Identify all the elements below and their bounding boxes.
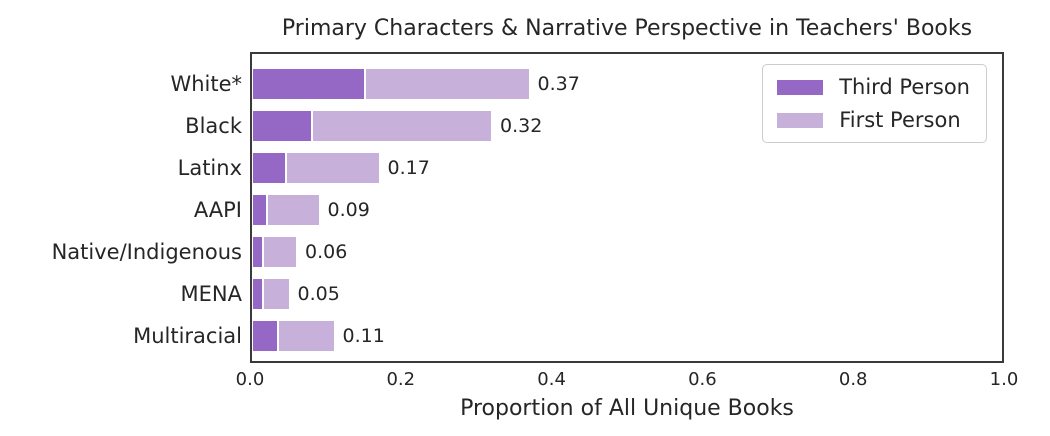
- x-axis-tick-label: 0.0: [235, 369, 265, 390]
- legend-item: Third Person: [777, 75, 970, 99]
- bar-value-label: 0.17: [387, 157, 430, 179]
- y-axis-label: Multiracial: [133, 324, 242, 348]
- first-person-segment: [285, 152, 380, 184]
- y-axis-label: White*: [170, 72, 242, 96]
- third-person-segment: [252, 194, 267, 226]
- y-axis-label: Latinx: [177, 156, 242, 180]
- stacked-bar-row: Latinx 0.17: [178, 147, 1002, 189]
- x-axis-title: Proportion of All Unique Books: [460, 396, 794, 421]
- x-axis-tick-label: 1.0: [989, 369, 1019, 390]
- stacked-bar-row: Native/Indigenous 0.06: [52, 231, 1002, 273]
- legend-swatch-third-person: [777, 79, 824, 95]
- stacked-bar-row: AAPI 0.09: [194, 189, 1002, 231]
- bar-value-label: 0.32: [500, 115, 543, 137]
- stacked-bar-row: MENA 0.05: [181, 273, 1002, 315]
- first-person-segment: [263, 278, 290, 310]
- bar-value-label: 0.05: [297, 283, 340, 305]
- first-person-segment: [312, 110, 492, 142]
- third-person-segment: [252, 236, 264, 268]
- legend: Third Person First Person: [762, 64, 987, 143]
- third-person-segment: [252, 68, 365, 100]
- legend-item: First Person: [777, 108, 970, 132]
- legend-swatch-first-person: [777, 112, 824, 128]
- bar-value-label: 0.11: [342, 325, 385, 347]
- x-axis-tick-label: 0.4: [537, 369, 566, 390]
- first-person-segment: [278, 320, 335, 352]
- legend-label: Third Person: [839, 75, 970, 99]
- y-axis-label: Native/Indigenous: [51, 240, 242, 264]
- first-person-segment: [267, 194, 320, 226]
- first-person-segment: [364, 68, 530, 100]
- bar-value-label: 0.06: [305, 241, 348, 263]
- third-person-segment: [252, 110, 312, 142]
- first-person-segment: [263, 236, 297, 268]
- y-axis-label: MENA: [180, 282, 242, 306]
- x-axis-tick-label: 0.6: [688, 369, 717, 390]
- bar-value-label: 0.37: [537, 73, 580, 95]
- legend-label: First Person: [839, 108, 961, 132]
- stacked-bar-row: Black 0.32: [185, 105, 1002, 147]
- third-person-segment: [252, 320, 279, 352]
- x-axis-tick-label: 0.8: [838, 369, 868, 390]
- stacked-bar-row: Multiracial 0.11: [133, 315, 1002, 357]
- chart-title: Primary Characters & Narrative Perspecti…: [281, 16, 973, 41]
- y-axis-label: AAPI: [193, 198, 242, 222]
- x-axis-tick-label: 0.2: [386, 369, 416, 390]
- third-person-segment: [252, 278, 264, 310]
- bars: White* 0.37 Black 0.32 Latinx 0.17 AAPI 0.09 Nat…: [52, 54, 1002, 361]
- bar-value-label: 0.09: [327, 199, 370, 221]
- plot-area: White* 0.37 Black 0.32 Latinx 0.17 AAPI 0.09 Nat…: [52, 52, 1004, 363]
- y-axis-label: Black: [185, 114, 242, 138]
- stacked-bar-row: White* 0.37: [170, 63, 1002, 105]
- x-axis-ticks: 0.0 0.2 0.4 0.6 0.8 1.0: [236, 369, 1019, 391]
- third-person-segment: [252, 152, 286, 184]
